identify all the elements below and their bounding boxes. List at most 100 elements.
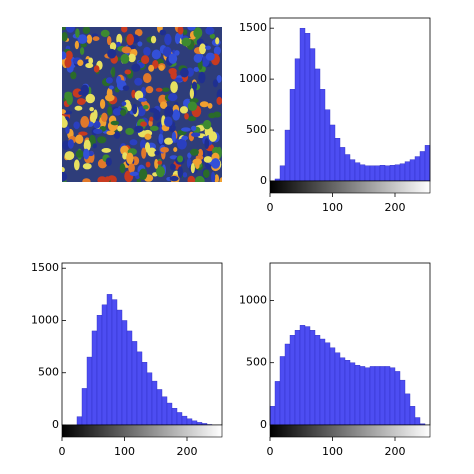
photo-petal: [80, 115, 90, 128]
photo-petal: [191, 132, 201, 138]
histogram-bar: [414, 417, 421, 426]
photo-petal: [121, 27, 128, 33]
photo-petal: [205, 45, 211, 50]
photo-petal: [187, 101, 198, 111]
photo-petal: [173, 147, 178, 153]
photo-petal: [149, 116, 154, 122]
histogram-bar: [284, 129, 291, 182]
histogram-bar: [354, 364, 361, 426]
histogram-bar: [309, 48, 316, 182]
photo-petal: [107, 106, 113, 116]
photo-petal: [153, 109, 161, 121]
photo-petal: [67, 139, 74, 149]
histogram-bar: [334, 352, 341, 426]
histogram-bar: [389, 165, 396, 182]
y-tick-label: 1000: [239, 293, 267, 306]
photo-petal: [158, 64, 165, 71]
photo-petal: [83, 148, 90, 160]
photo-petal: [194, 175, 205, 182]
y-tick-label: 0: [260, 174, 267, 187]
photo-petal: [92, 143, 97, 149]
photo-petal: [213, 46, 221, 56]
histogram-bar: [181, 415, 188, 426]
histogram-bar: [394, 164, 401, 182]
histogram-bar: [304, 33, 311, 182]
histogram-bar: [176, 412, 183, 426]
histogram-bar: [279, 165, 286, 182]
grayscale-bar: [269, 424, 431, 438]
histogram-bar: [289, 89, 296, 182]
histogram-bar: [171, 408, 178, 426]
photo-petal: [190, 163, 195, 174]
photo-petal: [140, 121, 147, 127]
photo-petal: [142, 104, 149, 110]
photo-petal: [164, 106, 174, 118]
photo-petal: [122, 85, 130, 91]
photo-petal: [86, 34, 93, 44]
histogram-bar: [96, 315, 103, 426]
histogram-bar: [379, 165, 386, 182]
photo-petal: [214, 174, 220, 182]
photo-petal: [128, 53, 136, 63]
histogram-bar: [141, 362, 148, 426]
x-tick-label: 100: [114, 445, 135, 458]
histogram-bar: [146, 372, 153, 426]
photo-petal: [174, 50, 180, 56]
histogram-bar: [166, 402, 173, 426]
photo-petal: [139, 139, 147, 150]
photo-petal: [179, 106, 189, 114]
photo-petal: [125, 127, 134, 136]
photo-petal: [205, 52, 215, 61]
photo-petal: [167, 93, 178, 102]
y-tick-label: 500: [246, 356, 267, 369]
photo-petal: [210, 158, 221, 169]
photo-petal: [78, 131, 88, 136]
photo-petal: [97, 176, 107, 182]
photo-petal: [89, 112, 97, 124]
photo-petal: [129, 171, 139, 176]
photo-petals: [62, 27, 222, 182]
photo-petal: [162, 46, 172, 58]
histogram-bar: [319, 338, 326, 426]
y-tick-label: 1500: [31, 261, 59, 274]
photo-petal: [203, 119, 212, 130]
photo-petal: [120, 109, 127, 117]
histogram-bar: [354, 162, 361, 182]
y-tick-label: 500: [38, 366, 59, 379]
photo-petal: [110, 120, 120, 126]
photo-petal: [154, 158, 159, 169]
photo-petal: [172, 109, 181, 121]
histogram-bar: [349, 159, 356, 182]
y-tick-label: 0: [260, 418, 267, 431]
photo-petal: [180, 127, 191, 132]
histogram-bar: [339, 147, 346, 182]
photo-petal: [157, 160, 163, 165]
photo-petal: [174, 32, 181, 45]
histogram-bar: [76, 416, 83, 426]
photo-petal: [148, 64, 155, 72]
x-tick-label: 100: [322, 201, 343, 214]
photo-petal: [160, 146, 169, 153]
histogram-bar: [161, 396, 168, 426]
photo-petal: [113, 131, 121, 139]
photo-petal: [76, 98, 86, 105]
photo-petal: [164, 137, 174, 145]
histogram-bar: [191, 420, 198, 426]
grayscale-bar: [269, 180, 431, 194]
photo-petal: [209, 33, 216, 39]
y-tick-label: 1000: [239, 72, 267, 85]
photo-petal: [93, 120, 101, 129]
photo-petal: [82, 163, 92, 170]
histogram-bar: [294, 58, 301, 182]
photo-petal: [137, 105, 146, 117]
histogram-bar: [101, 304, 108, 426]
photo-petal: [143, 46, 151, 56]
photo-petal: [170, 81, 178, 94]
photo-petal: [108, 85, 114, 90]
photo-petal: [208, 131, 218, 142]
photo-petal: [70, 71, 77, 80]
photo-petal: [65, 27, 75, 33]
photo-petal: [150, 35, 157, 44]
photo-petal: [141, 147, 147, 159]
photo-petal: [62, 31, 68, 42]
